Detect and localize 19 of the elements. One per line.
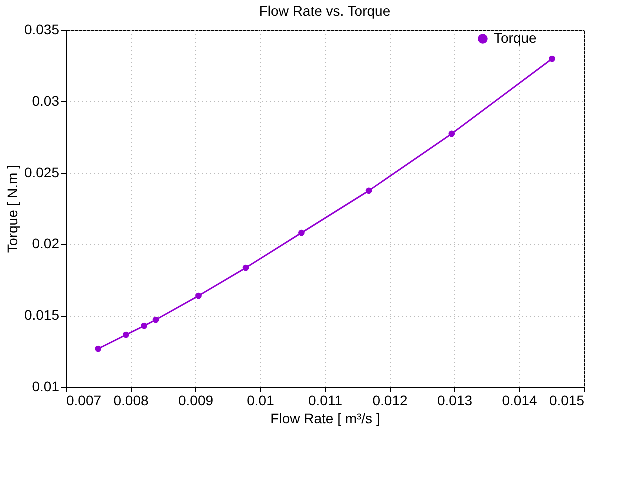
chart-title: Flow Rate vs. Torque [259,3,391,19]
y-tick-label: 0.02 [32,236,60,252]
x-tick-label: 0.008 [114,392,149,408]
x-tick-label: 0.011 [308,392,343,408]
x-tick-label: 0.007 [66,392,102,408]
y-tick-label: 0.015 [24,307,60,324]
legend-label: Torque [494,30,538,46]
x-tick-label: 0.01 [247,392,275,408]
y-tick-label: 0.03 [32,92,60,109]
y-tick-label: 0.01 [32,378,60,394]
x-tick-label: 0.009 [178,392,214,408]
x-tick-label: 0.012 [372,392,408,408]
y-tick-label: 0.035 [24,22,60,38]
x-tick-label: 0.015 [549,392,585,408]
y-tick-label: 0.025 [24,164,60,180]
x-tick-label: 0.013 [437,392,473,408]
x-axis-title: Flow Rate [ m³/s ] [270,410,380,426]
y-axis-title: Torque [ N.m ] [4,165,20,253]
x-tick-label: 0.014 [502,392,538,408]
